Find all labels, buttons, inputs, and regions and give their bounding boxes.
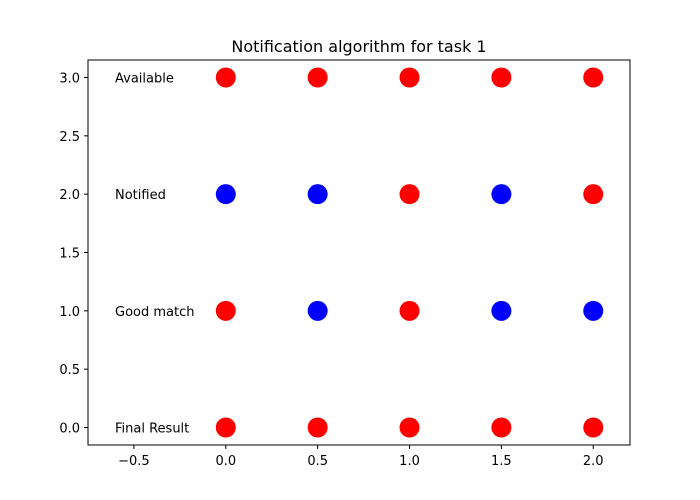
data-point-red — [307, 417, 328, 438]
y-tick-label: 2.5 — [59, 130, 80, 145]
y-tick-label: 2.0 — [59, 188, 80, 203]
chart-title: Notification algorithm for task 1 — [231, 37, 486, 56]
data-point-blue — [307, 184, 328, 205]
y-tick-label: 0.5 — [59, 363, 80, 378]
data-points — [215, 67, 604, 438]
data-point-blue — [307, 300, 328, 321]
x-tick-label: 0.0 — [215, 454, 236, 469]
x-tick-label: −0.5 — [118, 454, 150, 469]
row-annotations: Available Notified Good match Final Result — [115, 72, 194, 437]
data-point-red — [583, 67, 604, 88]
x-tick-label: 2.0 — [583, 454, 604, 469]
data-point-red — [399, 67, 420, 88]
data-point-red — [491, 417, 512, 438]
data-point-red — [399, 300, 420, 321]
y-tick-label: 3.0 — [59, 72, 80, 87]
data-point-blue — [491, 184, 512, 205]
y-tick-label: 1.0 — [59, 305, 80, 320]
data-point-red — [215, 67, 236, 88]
row-label: Available — [115, 72, 174, 87]
plot-area-frame — [87, 59, 631, 446]
data-point-red — [307, 67, 328, 88]
row-label: Notified — [115, 188, 166, 203]
data-point-blue — [215, 184, 236, 205]
data-point-red — [583, 417, 604, 438]
row-label: Final Result — [115, 422, 189, 437]
data-point-red — [491, 67, 512, 88]
data-point-red — [583, 184, 604, 205]
y-tick-label: 0.0 — [59, 422, 80, 437]
data-point-red — [215, 417, 236, 438]
data-point-blue — [491, 300, 512, 321]
data-point-red — [399, 184, 420, 205]
x-tick-label: 1.0 — [399, 454, 420, 469]
y-axis: 0.0 0.5 1.0 1.5 2.0 2.5 3.0 — [59, 72, 88, 437]
row-label: Good match — [115, 305, 194, 320]
data-point-blue — [583, 300, 604, 321]
y-tick-label: 1.5 — [59, 247, 80, 262]
x-axis: −0.5 0.0 0.5 1.0 1.5 2.0 — [118, 445, 604, 469]
data-point-red — [399, 417, 420, 438]
x-tick-label: 1.5 — [491, 454, 512, 469]
data-point-red — [215, 300, 236, 321]
x-tick-label: 0.5 — [307, 454, 328, 469]
